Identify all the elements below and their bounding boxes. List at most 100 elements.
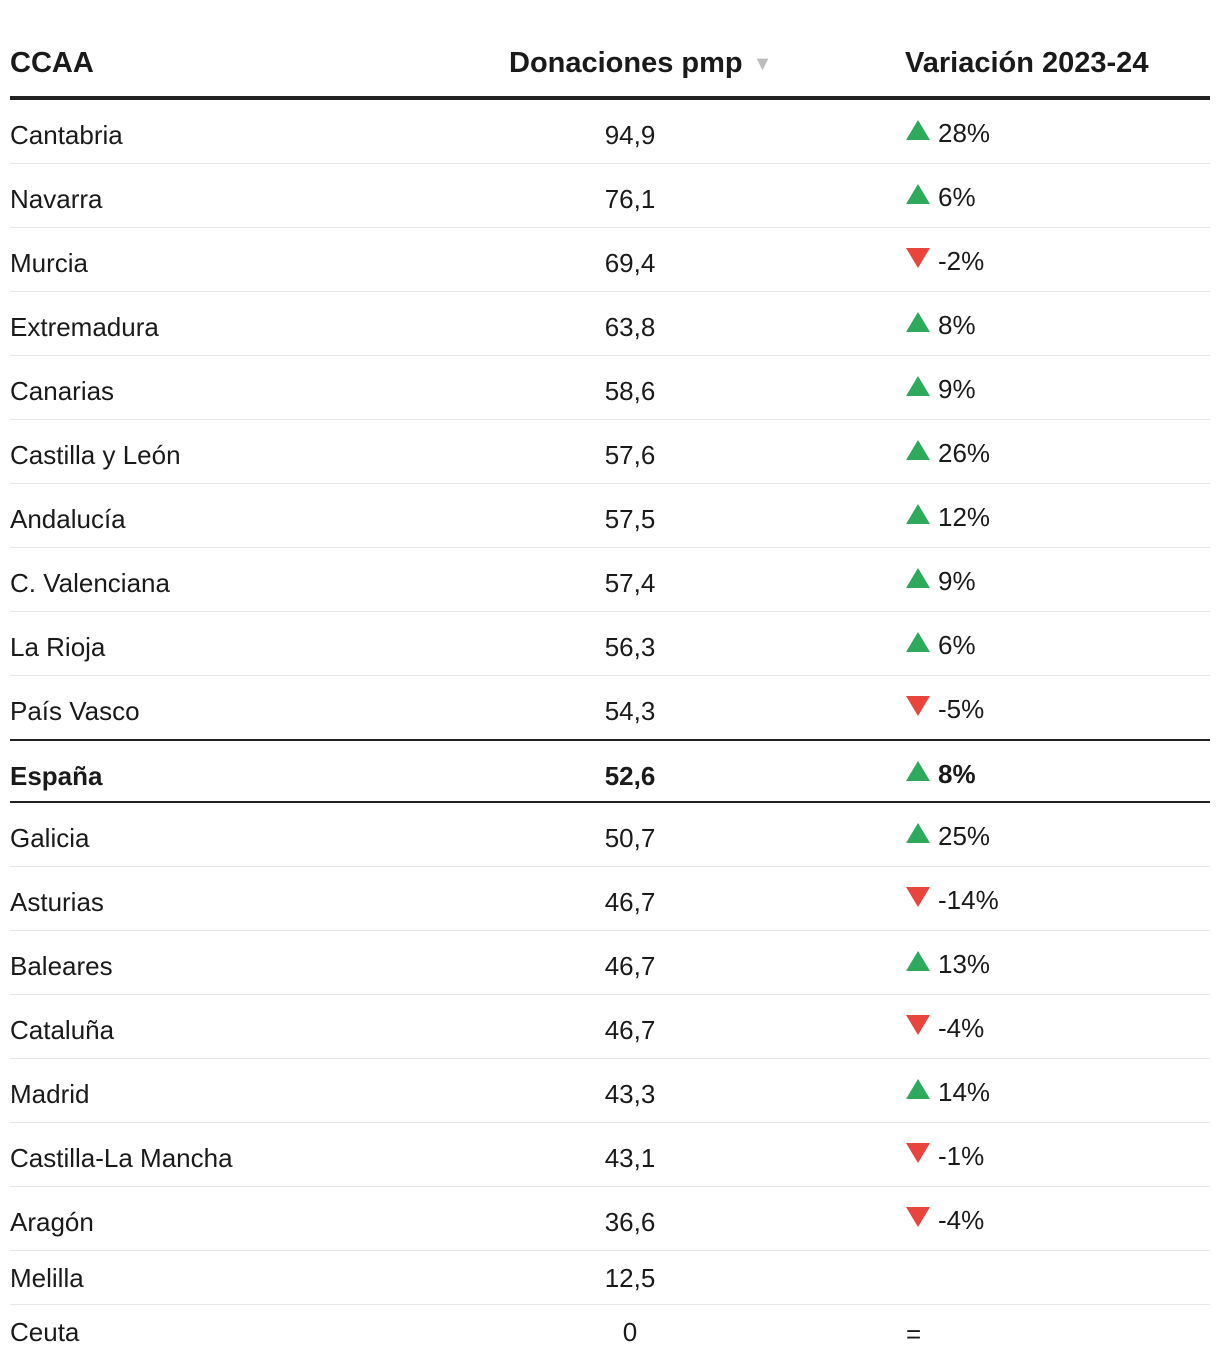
row-ccaa-name: Andalucía	[10, 504, 126, 534]
triangle-up-icon	[906, 568, 930, 588]
row-variacion: -4%	[906, 1011, 984, 1045]
row-donaciones-value: 0	[622, 1317, 638, 1347]
row-donaciones-value: 57,5	[604, 504, 656, 534]
table-row: Melilla 12,5	[10, 1251, 1210, 1305]
triangle-up-icon	[906, 184, 930, 204]
row-donaciones-value: 54,3	[604, 696, 656, 726]
row-ccaa-name: C. Valenciana	[10, 568, 170, 598]
row-variacion-text: 8%	[938, 310, 976, 340]
triangle-down-icon	[906, 248, 930, 268]
column-header-ccaa[interactable]: CCAA	[10, 47, 94, 79]
table-row: Canarias 58,6 9%	[10, 356, 1210, 420]
row-donaciones-value: 50,7	[604, 823, 656, 853]
column-header-variacion[interactable]: Variación 2023-24	[905, 47, 1149, 79]
row-donaciones-value: 52,6	[604, 761, 656, 791]
row-ccaa-name: Canarias	[10, 376, 115, 406]
row-variacion-text: 8%	[938, 759, 976, 789]
table-row: C. Valenciana 57,4 9%	[10, 548, 1210, 612]
row-variacion-text: 13%	[938, 949, 991, 979]
table-body: Cantabria 94,9 28% Navarra 76,1 6% Murcia 69,4 -…	[10, 100, 1210, 1359]
row-variacion: 28%	[906, 116, 990, 150]
row-donaciones-value: 46,7	[604, 951, 656, 981]
row-variacion-text: -14%	[938, 885, 999, 915]
triangle-up-icon	[906, 120, 930, 140]
row-variacion-text: -4%	[938, 1013, 985, 1043]
row-variacion: =	[906, 1317, 921, 1351]
row-ccaa-name: País Vasco	[10, 696, 140, 726]
row-ccaa-name: Aragón	[10, 1207, 94, 1237]
table-row: La Rioja 56,3 6%	[10, 612, 1210, 676]
row-variacion: -5%	[906, 692, 984, 726]
table-row-total: España 52,6 8%	[10, 739, 1210, 803]
row-ccaa-name: España	[10, 761, 103, 791]
row-variacion: -4%	[906, 1203, 984, 1237]
triangle-up-icon	[906, 312, 930, 332]
row-ccaa-name: Navarra	[10, 184, 103, 214]
triangle-up-icon	[906, 440, 930, 460]
row-variacion: 6%	[906, 628, 976, 662]
row-donaciones-value: 43,1	[604, 1143, 656, 1173]
row-donaciones-value: 63,8	[604, 312, 656, 342]
table-row: Cataluña 46,7 -4%	[10, 995, 1210, 1059]
table-row: Aragón 36,6 -4%	[10, 1187, 1210, 1251]
row-variacion-text: 9%	[938, 374, 976, 404]
row-ccaa-name: Baleares	[10, 951, 113, 981]
triangle-up-icon	[906, 1079, 930, 1099]
triangle-down-icon	[906, 696, 930, 716]
row-donaciones-value: 69,4	[604, 248, 656, 278]
row-variacion-text: 26%	[938, 438, 991, 468]
row-variacion-text: 28%	[938, 118, 991, 148]
triangle-down-icon	[906, 1207, 930, 1227]
column-header-donaciones-label: Donaciones pmp	[509, 47, 743, 79]
row-ccaa-name: Galicia	[10, 823, 90, 853]
triangle-up-icon	[906, 504, 930, 524]
row-ccaa-name: Cantabria	[10, 120, 123, 150]
row-ccaa-name: Murcia	[10, 248, 89, 278]
row-donaciones-value: 56,3	[604, 632, 656, 662]
table-row: País Vasco 54,3 -5%	[10, 676, 1210, 740]
table-row: Cantabria 94,9 28%	[10, 100, 1210, 164]
row-variacion-text: =	[906, 1319, 922, 1349]
row-donaciones-value: 76,1	[604, 184, 656, 214]
row-variacion-text: 14%	[938, 1077, 991, 1107]
row-variacion: -1%	[906, 1139, 984, 1173]
table-row: Madrid 43,3 14%	[10, 1059, 1210, 1123]
row-variacion: 12%	[906, 500, 990, 534]
table-header: CCAA Donaciones pmp ▼ Variación 2023-24	[10, 0, 1210, 100]
triangle-down-icon	[906, 1143, 930, 1163]
table-row: Galicia 50,7 25%	[10, 803, 1210, 867]
row-variacion-text: -4%	[938, 1205, 985, 1235]
row-ccaa-name: Castilla y León	[10, 440, 181, 470]
row-donaciones-value: 94,9	[604, 120, 656, 150]
table-row: Asturias 46,7 -14%	[10, 867, 1210, 931]
table-row: Baleares 46,7 13%	[10, 931, 1210, 995]
row-ccaa-name: La Rioja	[10, 632, 106, 662]
sort-down-icon: ▼	[752, 53, 773, 75]
row-donaciones-value: 12,5	[604, 1263, 656, 1293]
triangle-down-icon	[906, 1015, 930, 1035]
triangle-up-icon	[906, 823, 930, 843]
row-variacion: 8%	[906, 308, 976, 342]
row-variacion-text: -5%	[938, 694, 985, 724]
row-donaciones-value: 46,7	[604, 1015, 656, 1045]
column-header-donaciones[interactable]: Donaciones pmp ▼	[509, 44, 772, 83]
row-variacion-text: 6%	[938, 630, 976, 660]
row-variacion-text: 6%	[938, 182, 976, 212]
row-variacion-text: -1%	[938, 1141, 985, 1171]
table-row: Navarra 76,1 6%	[10, 164, 1210, 228]
table-row: Murcia 69,4 -2%	[10, 228, 1210, 292]
row-ccaa-name: Madrid	[10, 1079, 90, 1109]
table-row: Andalucía 57,5 12%	[10, 484, 1210, 548]
row-variacion-text: 25%	[938, 821, 991, 851]
row-ccaa-name: Castilla-La Mancha	[10, 1143, 233, 1173]
triangle-up-icon	[906, 376, 930, 396]
row-variacion: -14%	[906, 883, 999, 917]
row-variacion: 6%	[906, 180, 976, 214]
triangle-up-icon	[906, 951, 930, 971]
triangle-up-icon	[906, 632, 930, 652]
row-donaciones-value: 58,6	[604, 376, 656, 406]
row-donaciones-value: 57,6	[604, 440, 656, 470]
triangle-down-icon	[906, 887, 930, 907]
row-ccaa-name: Extremadura	[10, 312, 159, 342]
row-variacion: 14%	[906, 1075, 990, 1109]
